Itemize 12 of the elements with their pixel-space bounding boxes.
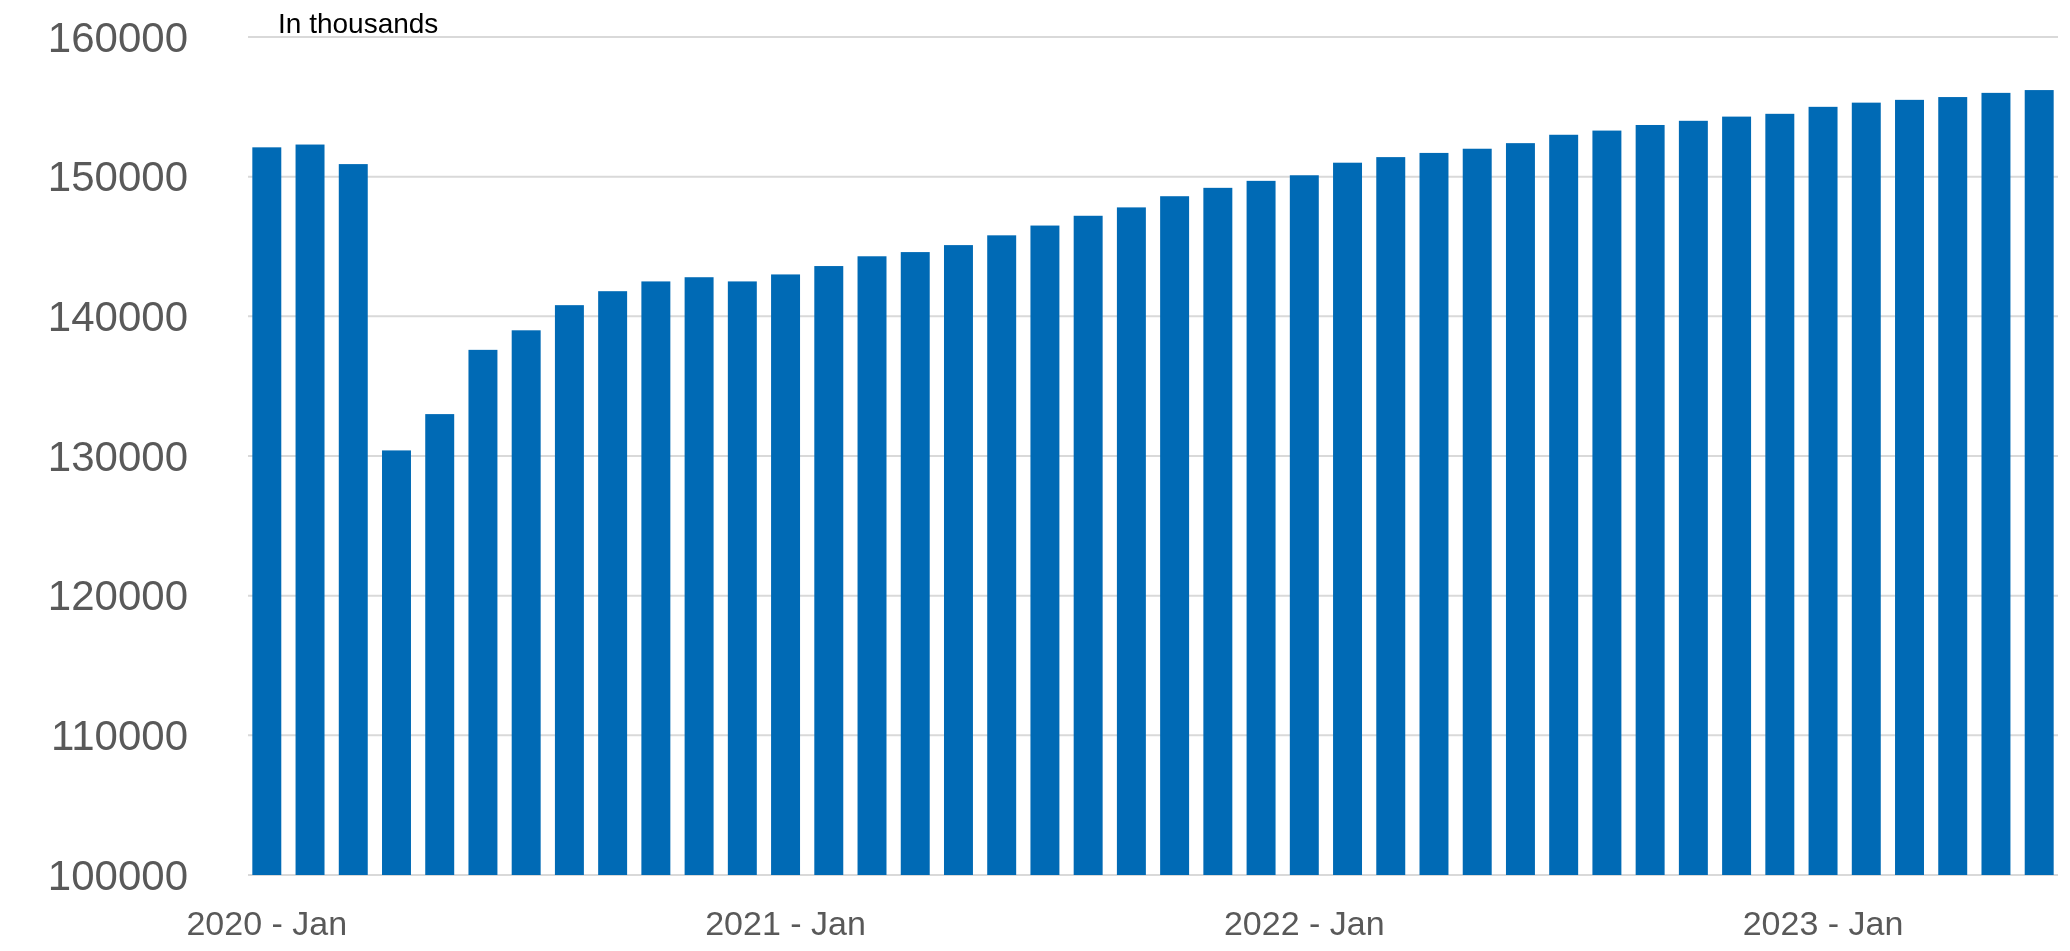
annotation: In thousands: [278, 8, 439, 39]
y-tick-label: 110000: [50, 711, 188, 759]
x-tick-label: 2022 - Jan: [1223, 904, 1385, 942]
x-tick-label: 2021 - Jan: [705, 904, 866, 942]
x-tick-label: 2020 - Jan: [186, 904, 348, 942]
x-tick-label: 2023 - Jan: [1742, 904, 1904, 942]
y-tick-label: 160000: [47, 13, 188, 61]
y-tick-label: 130000: [47, 432, 188, 480]
y-tick-label: 150000: [47, 153, 188, 201]
y-tick-label: 100000: [47, 851, 188, 899]
y-tick-label: 140000: [47, 292, 188, 340]
y-tick-label: 120000: [47, 572, 188, 620]
